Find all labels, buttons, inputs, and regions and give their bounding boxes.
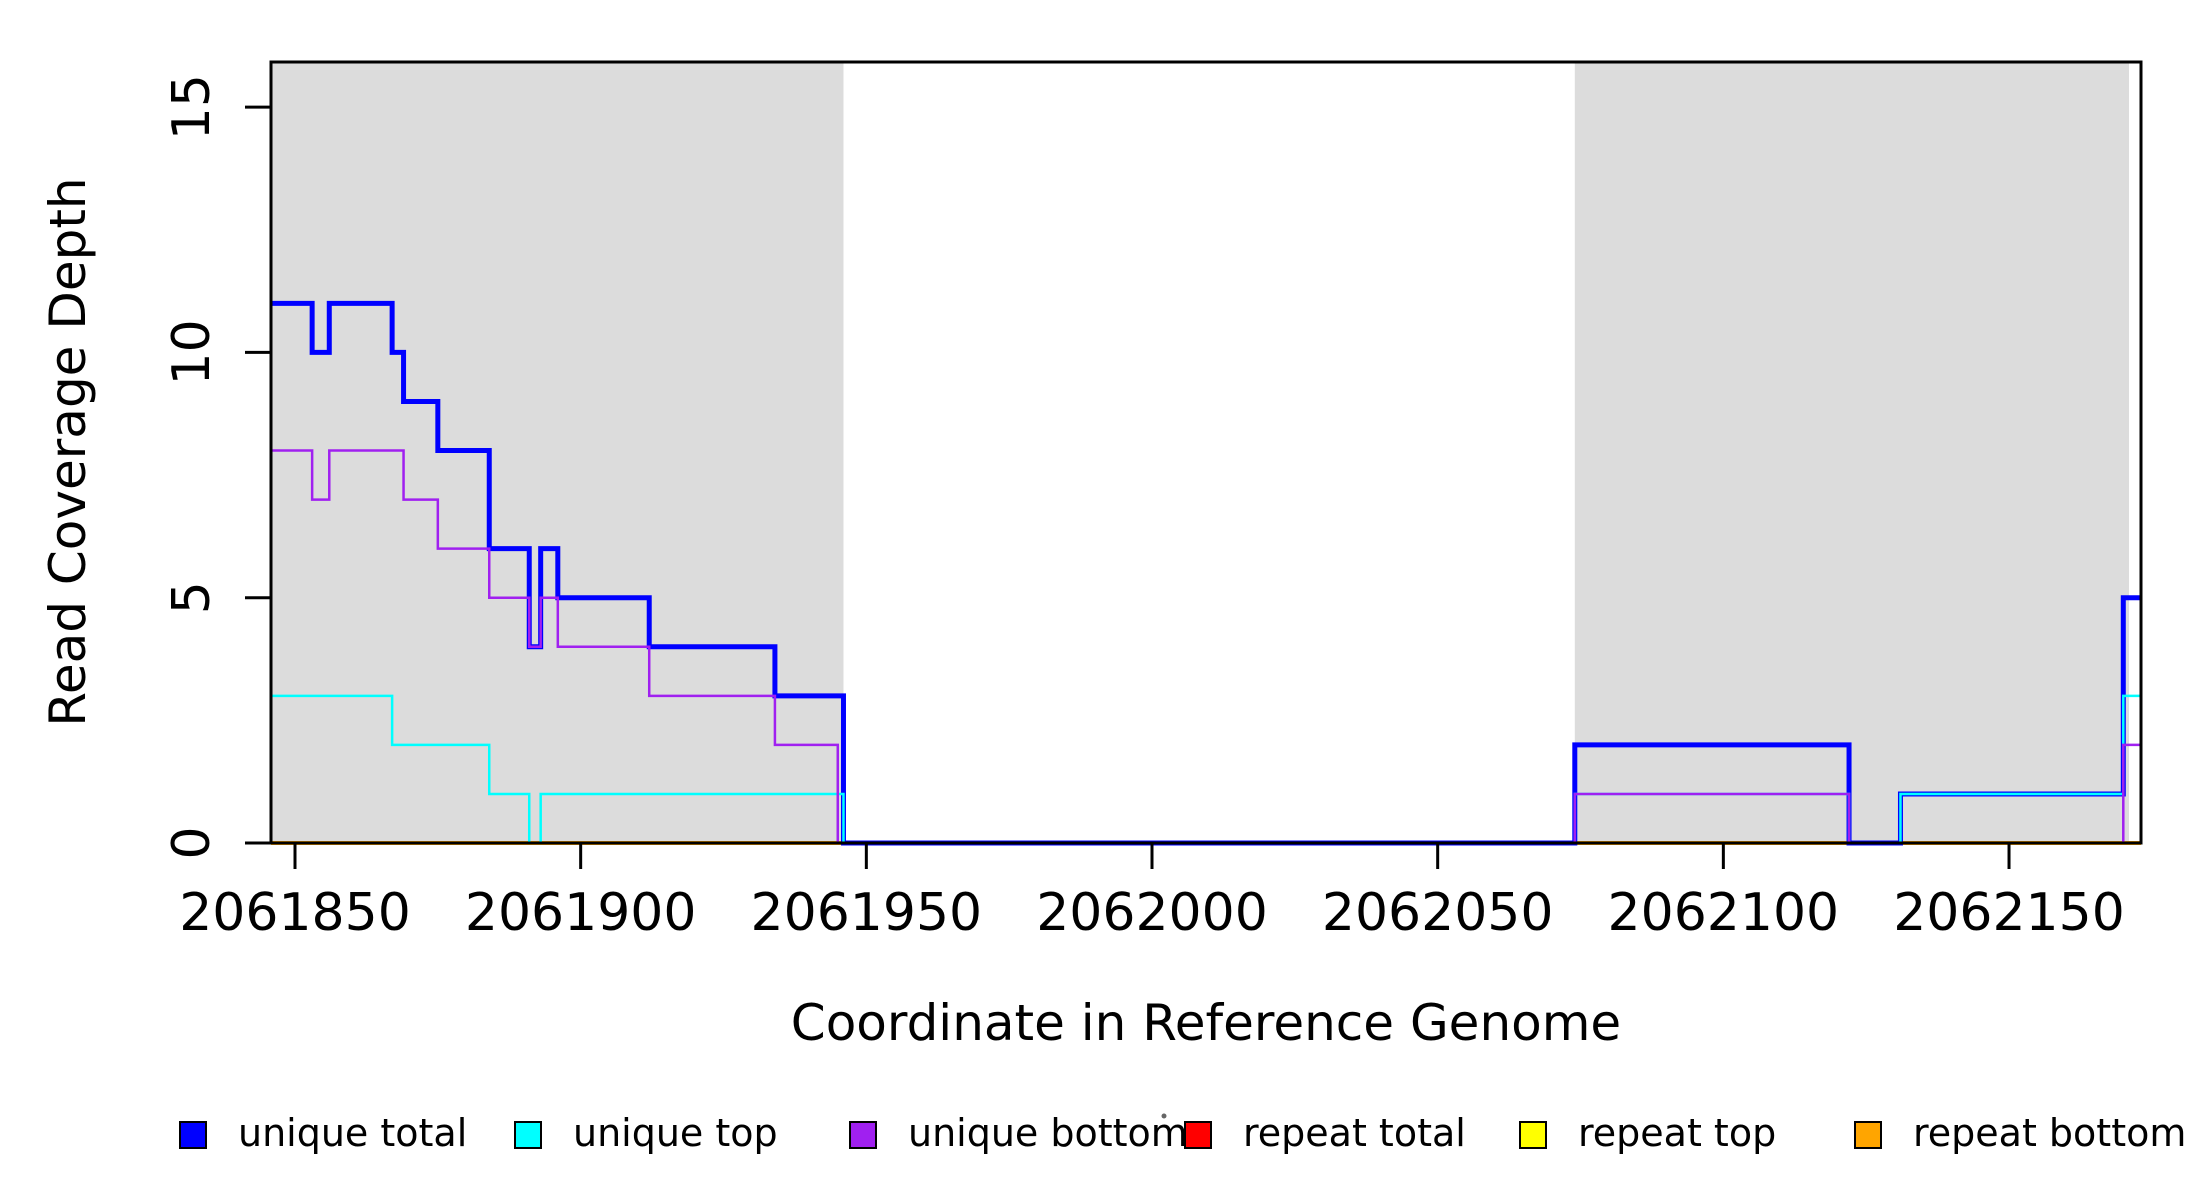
legend-swatch bbox=[1519, 1121, 1547, 1149]
legend-swatch bbox=[849, 1121, 877, 1149]
x-axis: 2061850 2061900 2061950 2062000 2062050 20621… bbox=[179, 843, 2125, 943]
shaded-repeat-region bbox=[1574, 62, 2130, 843]
legend-item-repeat-top: repeat top bbox=[1519, 1111, 1776, 1155]
x-tick-label: 2062000 bbox=[1036, 883, 1268, 943]
x-tick-label: 2061950 bbox=[751, 883, 983, 943]
legend-swatch bbox=[179, 1121, 207, 1149]
y-axis-title: Read Coverage Depth bbox=[39, 177, 97, 726]
x-axis-title: Coordinate in Reference Genome bbox=[791, 994, 1621, 1052]
y-axis: 0 5 10 15 bbox=[162, 74, 271, 860]
x-tick-label: 2062050 bbox=[1322, 883, 1554, 943]
legend-label: unique total bbox=[238, 1111, 467, 1155]
legend-item-unique-top: unique top bbox=[514, 1111, 778, 1155]
chart-legend: unique total unique top unique bottom repea… bbox=[179, 1111, 2186, 1155]
series-line-unique-bottom bbox=[271, 449, 2141, 845]
y-tick-label: 10 bbox=[162, 319, 222, 385]
legend-label: repeat top bbox=[1578, 1111, 1776, 1155]
legend-swatch bbox=[514, 1121, 542, 1149]
repeat-region-shading bbox=[272, 62, 2130, 843]
series-line-unique-top bbox=[271, 694, 2141, 845]
y-tick-label: 5 bbox=[162, 581, 222, 614]
y-tick-label: 0 bbox=[162, 826, 222, 859]
legend-label: repeat bottom bbox=[1913, 1111, 2186, 1155]
legend-swatch bbox=[1854, 1121, 1882, 1149]
shaded-repeat-region bbox=[272, 62, 844, 843]
plot-border bbox=[269, 60, 2143, 845]
legend-label: repeat total bbox=[1243, 1111, 1466, 1155]
x-tick-label: 2061850 bbox=[179, 883, 411, 943]
x-tick-label: 2062100 bbox=[1608, 883, 1840, 943]
x-tick-label: 2062150 bbox=[1893, 883, 2125, 943]
legend-item-repeat-total: repeat total bbox=[1184, 1111, 1466, 1155]
legend-item-unique-bottom: unique bottom bbox=[849, 1111, 1188, 1155]
legend-label: unique bottom bbox=[908, 1111, 1188, 1155]
legend-swatch bbox=[1184, 1121, 1212, 1149]
x-tick-label: 2061900 bbox=[465, 883, 697, 943]
legend-item-repeat-bottom: repeat bottom bbox=[1854, 1111, 2186, 1155]
stray-dot-artifact bbox=[1161, 1113, 1167, 1119]
legend-item-unique-total: unique total bbox=[179, 1111, 467, 1155]
y-tick-label: 15 bbox=[162, 74, 222, 140]
legend-label: unique top bbox=[573, 1111, 778, 1155]
